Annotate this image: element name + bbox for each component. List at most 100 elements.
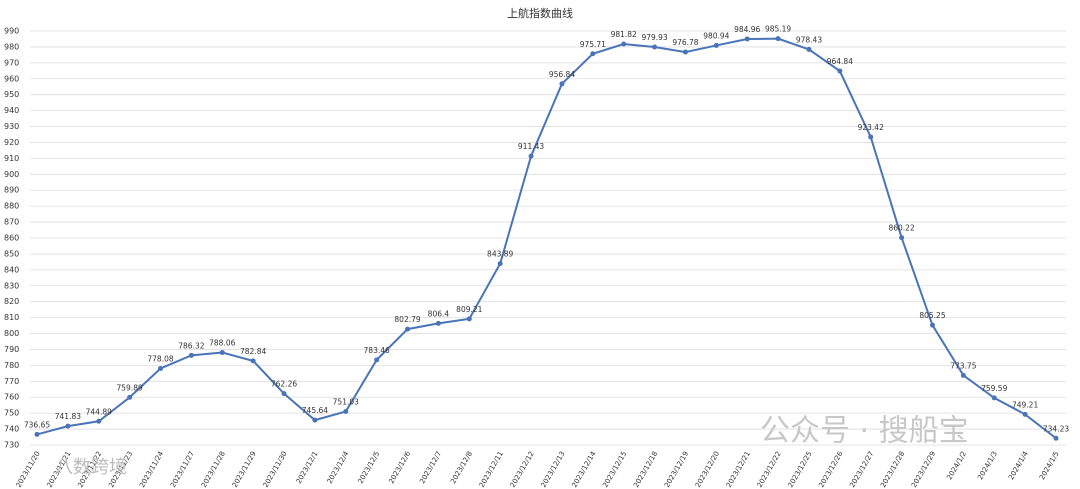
- point: [435, 320, 441, 326]
- data-label: 980.94: [703, 31, 729, 40]
- x-tick-label: 2024/1/5: [1038, 450, 1061, 481]
- x-tick-label: 2023/11/29: [231, 450, 258, 489]
- point: [744, 36, 750, 42]
- x-tick-label: 2023/12/8: [449, 450, 474, 485]
- point: [312, 417, 318, 423]
- point: [34, 431, 40, 437]
- watermark: 公众号 · 搜船宝: [760, 414, 969, 449]
- y-tick-label: 960: [4, 74, 19, 83]
- chart-title: 上航指数曲线: [507, 6, 573, 20]
- data-label: 802.79: [394, 315, 420, 324]
- data-label: 751.03: [333, 398, 359, 407]
- point: [682, 49, 688, 55]
- y-tick-label: 920: [4, 138, 19, 147]
- data-label: 736.65: [24, 420, 50, 429]
- point: [374, 357, 380, 363]
- data-label: 744.89: [86, 407, 112, 416]
- y-tick-label: 790: [4, 345, 19, 354]
- x-tick-label: 2023/11/30: [262, 450, 289, 489]
- point: [127, 394, 133, 400]
- point: [652, 44, 658, 50]
- y-tick-label: 950: [4, 90, 19, 99]
- y-tick-label: 730: [4, 441, 19, 450]
- y-tick-label: 820: [4, 297, 19, 306]
- x-tick-label: 2023/12/18: [632, 450, 659, 489]
- x-tick-label: 2023/12/27: [848, 450, 875, 489]
- point: [405, 326, 411, 332]
- y-tick-label: 990: [4, 27, 19, 36]
- data-label: 741.83: [55, 412, 81, 421]
- point: [65, 423, 71, 429]
- point: [837, 68, 843, 74]
- data-label: 805.25: [919, 311, 945, 320]
- data-label: 782.84: [240, 347, 266, 356]
- y-tick-label: 880: [4, 202, 19, 211]
- y-tick-label: 750: [4, 409, 19, 418]
- data-label: 981.82: [611, 30, 637, 39]
- data-label: 975.71: [580, 40, 606, 49]
- x-tick-label: 2023/12/15: [601, 450, 628, 489]
- x-tick-label: 2023/12/19: [663, 450, 690, 489]
- x-tick-label: 2023/11/28: [200, 450, 227, 489]
- point: [806, 46, 812, 52]
- x-tick-label: 2023/12/13: [540, 450, 567, 489]
- data-label: 923.42: [858, 123, 884, 132]
- point: [590, 51, 596, 57]
- x-tick-label: 2023/12/5: [357, 450, 382, 485]
- data-label: 783.46: [364, 346, 390, 355]
- point: [1053, 435, 1059, 441]
- point: [96, 418, 102, 424]
- x-tick-label: 2023/12/29: [910, 450, 937, 489]
- y-tick-label: 860: [4, 234, 19, 243]
- x-tick-label: 2023/11/20: [15, 450, 42, 489]
- x-tick-label: 2023/12/14: [570, 450, 597, 489]
- point: [250, 358, 256, 364]
- point: [1022, 411, 1028, 417]
- data-label: 734.23: [1043, 424, 1069, 433]
- data-label: 809.21: [456, 305, 482, 314]
- y-tick-label: 810: [4, 313, 19, 322]
- point: [868, 134, 874, 140]
- point: [899, 235, 905, 241]
- point: [621, 41, 627, 47]
- point: [991, 395, 997, 401]
- point: [775, 36, 781, 42]
- x-tick-label: 2023/12/11: [478, 450, 505, 489]
- data-label: 759.59: [981, 384, 1007, 393]
- x-tick-label: 2023/12/22: [756, 450, 783, 489]
- point: [497, 261, 503, 267]
- y-tick-label: 780: [4, 361, 19, 370]
- point: [960, 372, 966, 378]
- x-tick-label: 2023/12/21: [725, 450, 752, 489]
- point: [713, 42, 719, 48]
- y-tick-label: 980: [4, 42, 19, 51]
- data-label: 749.21: [1012, 400, 1038, 409]
- x-tick-label: 2023/12/25: [787, 450, 814, 489]
- x-tick-label: 2024/1/3: [976, 450, 999, 481]
- y-tick-label: 840: [4, 265, 19, 274]
- line: [36, 37, 1057, 440]
- data-label: 964.84: [827, 57, 853, 66]
- x-tick-label: 2024/1/4: [1007, 450, 1030, 482]
- y-tick-label: 930: [4, 122, 19, 131]
- y-tick-label: 870: [4, 218, 19, 227]
- data-label: 979.93: [641, 33, 667, 42]
- y-tick-label: 900: [4, 170, 19, 179]
- x-tick-label: 2023/12/6: [387, 450, 412, 486]
- x-tick-label: 2023/12/4: [326, 450, 351, 486]
- data-label: 978.43: [796, 35, 822, 44]
- x-tick-label: 2023/12/1: [295, 450, 320, 485]
- y-tick-label: 770: [4, 377, 19, 386]
- y-tick-label: 850: [4, 249, 19, 258]
- data-label: 985.19: [765, 25, 791, 34]
- data-label: 745.64: [302, 406, 328, 415]
- point: [559, 81, 565, 87]
- y-tick-label: 910: [4, 154, 19, 163]
- x-tick-label: 2023/12/28: [879, 450, 906, 489]
- point: [528, 153, 534, 159]
- data-label: 976.78: [672, 38, 698, 47]
- y-tick-label: 740: [4, 425, 19, 434]
- data-label: 911.43: [518, 142, 544, 151]
- y-tick-label: 940: [4, 106, 19, 115]
- data-label: 984.96: [734, 25, 760, 34]
